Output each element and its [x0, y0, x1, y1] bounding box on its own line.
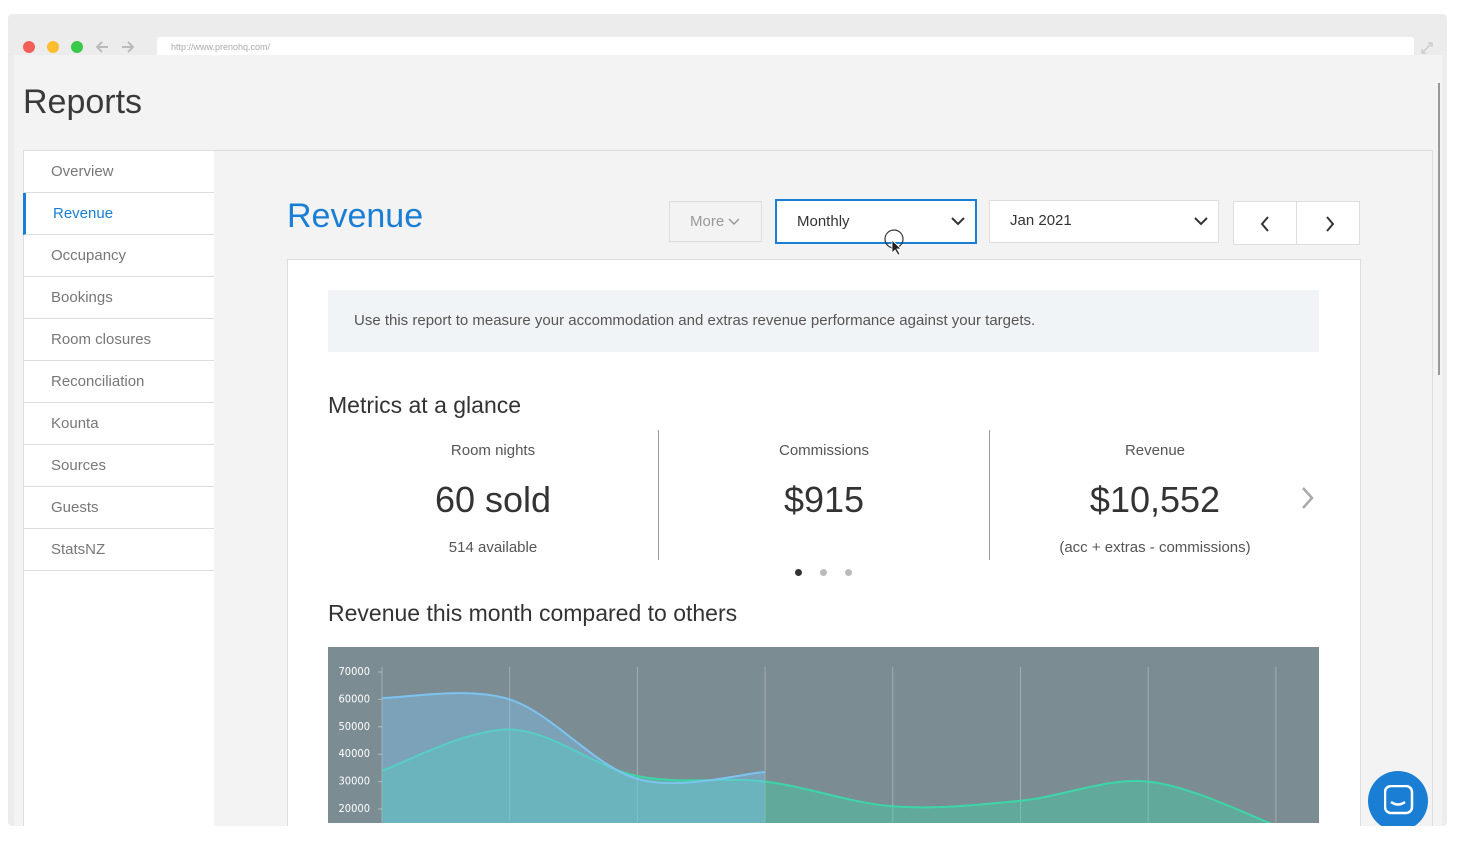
y-tick-label: 60000: [339, 692, 370, 705]
close-button[interactable]: [23, 41, 35, 53]
area: [382, 693, 766, 823]
report-card: Use this report to measure your accommod…: [287, 259, 1361, 826]
sidebar-item[interactable]: Room closures: [24, 319, 214, 361]
period-select[interactable]: Monthly: [775, 199, 977, 244]
metrics-title: Metrics at a glance: [328, 392, 522, 418]
metric-value: $915: [783, 479, 865, 520]
metric-label: Room nights: [450, 442, 536, 459]
metric: Room nights 60 sold 514 available: [328, 430, 658, 560]
divider: [658, 430, 659, 560]
carousel-dot[interactable]: [845, 569, 852, 576]
maximize-button[interactable]: [71, 41, 83, 53]
area: [382, 729, 1270, 823]
nav-arrows[interactable]: [96, 40, 136, 54]
chart-title: Revenue this month compared to others: [328, 600, 738, 626]
metric-label: Commissions: [778, 442, 869, 459]
metric-note: (acc + extras - commissions): [1059, 539, 1251, 556]
fullscreen-icon[interactable]: [1420, 41, 1434, 55]
month-select[interactable]: Jan 2021: [989, 200, 1219, 243]
chat-button[interactable]: [1368, 771, 1428, 826]
y-tick-label: 40000: [339, 747, 370, 760]
y-tick-label: 30000: [339, 775, 370, 788]
chevron: [951, 217, 965, 226]
page-title: Reports: [23, 83, 143, 121]
y-tick-label: 50000: [339, 720, 370, 733]
metric-label: Revenue: [1124, 442, 1186, 459]
sidebar-item[interactable]: Kounta: [24, 403, 214, 445]
carousel-dot[interactable]: [795, 569, 802, 576]
line: [381, 692, 766, 785]
chevron-right: [1326, 216, 1335, 232]
cursor: [884, 229, 904, 256]
metric-note: 514 available: [448, 539, 538, 556]
chevron: [728, 218, 740, 226]
chat-icon: [1384, 785, 1414, 815]
chevron: [1194, 217, 1208, 226]
more-label: More: [690, 213, 725, 230]
scrollbar[interactable]: [1438, 83, 1440, 375]
prev-button[interactable]: [1233, 201, 1297, 245]
sidebar-item[interactable]: Guests: [24, 487, 214, 529]
section-title: Revenue: [287, 197, 424, 235]
carousel-next[interactable]: [1300, 486, 1316, 510]
y-tick-label: 20000: [339, 802, 370, 815]
metric-value: 60 sold: [434, 479, 552, 520]
chevron-left: [1260, 216, 1269, 232]
minimize-button[interactable]: [47, 41, 59, 53]
period-label: Monthly: [797, 213, 850, 230]
url-bar[interactable]: http://www.prenohq.com/: [157, 37, 1414, 58]
month-label: Jan 2021: [1010, 212, 1072, 229]
sidebar: Overview Revenue Occupancy Bookings Room clo…: [23, 150, 216, 826]
metric-value: $10,552: [1089, 479, 1221, 520]
app: Reports Overview Revenue Occupancy Bookings…: [14, 55, 1442, 826]
y-tick-label: 70000: [339, 665, 370, 678]
metric: Revenue $10,552 (acc + extras - commission…: [990, 430, 1320, 560]
carousel-dot[interactable]: [820, 569, 827, 576]
info-box: Use this report to measure your accommod…: [328, 290, 1319, 352]
sidebar-item[interactable]: Sources: [24, 445, 214, 487]
more-button[interactable]: More: [669, 201, 762, 242]
sidebar-item[interactable]: Overview: [24, 151, 214, 193]
line: [381, 728, 1273, 823]
sidebar-item[interactable]: Revenue: [23, 193, 216, 235]
sidebar-item[interactable]: Reconciliation: [24, 361, 214, 403]
sidebar-item[interactable]: Occupancy: [24, 235, 214, 277]
divider: [989, 430, 990, 560]
sidebar-item[interactable]: Bookings: [24, 277, 214, 319]
chart: 20000 30000 40000 50000 60000 70000: [328, 647, 1319, 823]
sidebar-item[interactable]: StatsNZ: [24, 529, 214, 571]
next-button[interactable]: [1296, 201, 1360, 245]
metric: Commissions $915: [659, 430, 989, 560]
